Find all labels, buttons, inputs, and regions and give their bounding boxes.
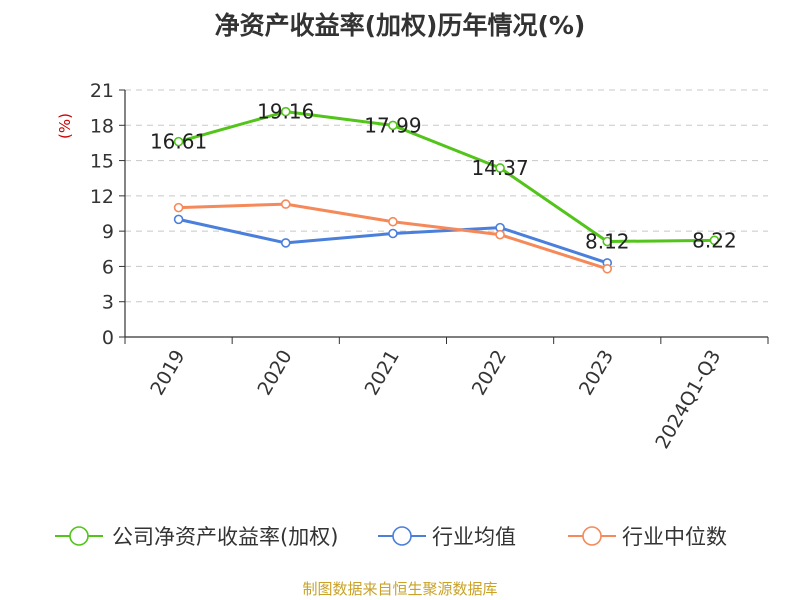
legend-label: 行业中位数 <box>622 525 727 549</box>
x-tick-label: 2020 <box>253 346 296 399</box>
x-tick-label: 2024Q1-Q3 <box>651 346 725 452</box>
y-tick-label: 21 <box>90 80 114 102</box>
x-tick-label: 2022 <box>468 346 511 399</box>
data-point <box>173 202 184 213</box>
y-tick-label: 9 <box>102 221 114 243</box>
x-tick-label: 2019 <box>146 346 189 399</box>
chart-title: 净资产收益率(加权)历年情况(%) <box>214 11 586 40</box>
series-line <box>178 110 715 243</box>
source-note: 制图数据来自恒生聚源数据库 <box>302 580 498 598</box>
y-tick-label: 0 <box>102 327 114 349</box>
legend-label: 行业均值 <box>432 525 516 549</box>
legend-label: 公司净资产收益率(加权) <box>112 525 338 549</box>
legend-swatch-marker <box>392 526 412 546</box>
data-point <box>388 216 398 227</box>
y-tick-label: 6 <box>102 256 114 278</box>
data-label: 17.99 <box>364 113 421 137</box>
data-label: 16.61 <box>150 130 207 154</box>
data-point <box>495 229 505 240</box>
data-point <box>602 236 613 247</box>
legend-swatch-marker <box>69 526 89 546</box>
legend: 公司净资产收益率(加权) 行业均值 行业中位数 <box>55 525 727 549</box>
data-point <box>280 238 291 248</box>
data-point <box>173 136 184 147</box>
y-tick-label: 18 <box>90 115 114 137</box>
data-label: 8.12 <box>585 229 630 253</box>
data-label: 8.22 <box>692 228 737 252</box>
data-labels: 16.61 19.16 17.99 14.37 8.12 8.22 <box>150 100 737 254</box>
data-point <box>388 120 398 131</box>
data-point <box>495 163 505 173</box>
y-axis-label: (%) <box>56 113 74 139</box>
data-label: 14.37 <box>471 156 528 180</box>
y-tick-label: 3 <box>102 292 114 314</box>
data-point <box>280 106 291 117</box>
data-point <box>173 214 184 225</box>
data-point <box>388 228 398 239</box>
x-tick-label: 2021 <box>361 346 404 399</box>
y-tick-label: 12 <box>90 186 114 208</box>
legend-swatch-marker <box>582 526 602 546</box>
data-label: 19.16 <box>257 100 314 124</box>
data-point <box>280 199 291 209</box>
grid-lines <box>125 89 768 303</box>
y-tick-label: 15 <box>90 151 114 173</box>
series-group <box>173 106 720 274</box>
data-point <box>602 263 613 274</box>
x-tick-label: 2023 <box>575 346 618 399</box>
data-point <box>709 235 720 246</box>
